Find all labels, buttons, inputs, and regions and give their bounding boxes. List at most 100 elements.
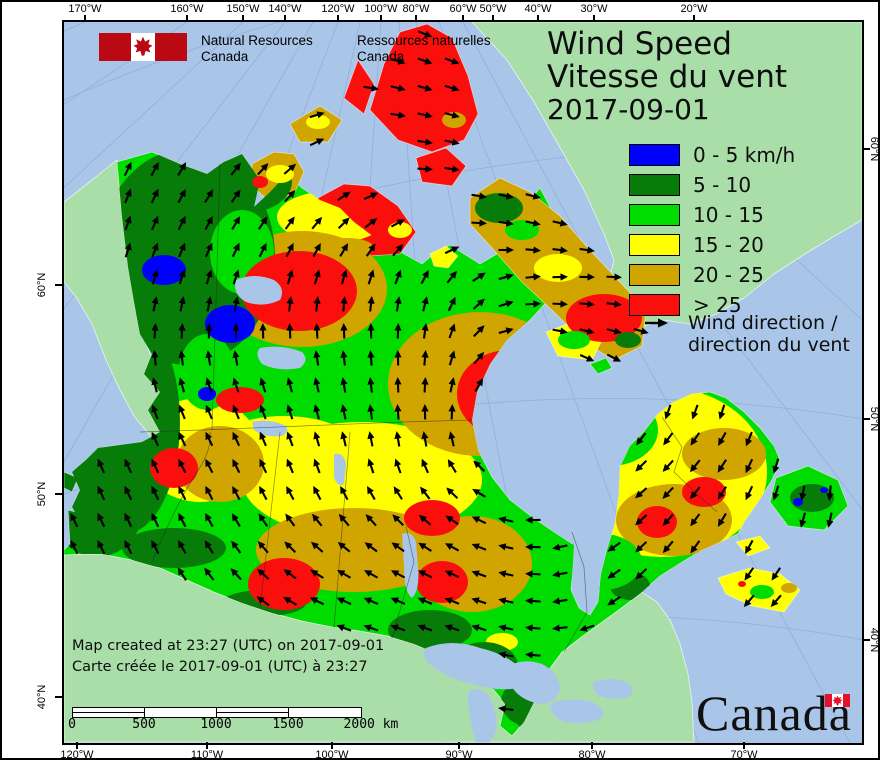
lon-label-bottom: 90°W xyxy=(445,749,473,760)
lon-label-top: 150°W xyxy=(226,3,260,15)
legend-label: > 25 xyxy=(693,293,742,317)
wind-dir-line1: Wind direction / xyxy=(688,312,838,334)
legend-label: 10 - 15 xyxy=(693,203,764,227)
lon-label-bottom: 120°W xyxy=(60,749,94,760)
lon-label-top: 30°W xyxy=(580,3,608,15)
tick-mark xyxy=(55,284,62,286)
tick-mark xyxy=(593,15,595,22)
tick-mark xyxy=(863,639,870,641)
canada-wordmark: Canada xyxy=(696,684,852,742)
wind-speed-legend: 0 - 5 km/h 5 - 10 10 - 15 15 - 20 20 - 25 > 2… xyxy=(629,140,795,320)
tick-mark xyxy=(415,15,417,22)
lake-michigan xyxy=(467,689,497,742)
lon-label-bottom: 110°W xyxy=(190,749,224,760)
org-en-line1: Natural Resources xyxy=(201,33,313,48)
tick-mark xyxy=(380,15,382,22)
lon-label-bottom: 70°W xyxy=(730,749,758,760)
map-frame xyxy=(62,20,864,745)
lakes xyxy=(235,276,633,742)
tick-mark xyxy=(492,15,494,22)
org-fr-line2: Canada xyxy=(357,49,405,64)
tick-mark xyxy=(186,15,188,22)
legend-item: > 25 xyxy=(629,290,795,320)
reindeer-lake xyxy=(334,453,346,486)
wind-arrow-icon xyxy=(645,318,668,328)
org-name-en: Natural Resources Canada xyxy=(201,33,343,65)
lon-label-top: 100°W xyxy=(364,3,398,15)
tick-mark xyxy=(458,742,460,749)
lake-ontario xyxy=(592,679,633,699)
legend-swatch xyxy=(629,174,680,196)
wind-direction-arrows xyxy=(70,30,834,713)
legend-swatch xyxy=(629,144,680,166)
lon-label-top: 170°W xyxy=(68,3,102,15)
anticosti-island xyxy=(735,535,771,557)
tick-mark xyxy=(743,742,745,749)
legend-swatch xyxy=(629,204,680,226)
tick-mark xyxy=(55,493,62,495)
lake-huron xyxy=(506,661,560,704)
legend-label: 0 - 5 km/h xyxy=(693,143,796,167)
lat-label-left: 50°N xyxy=(36,481,48,507)
lon-label-top: 50°W xyxy=(479,3,507,15)
tick-mark xyxy=(537,15,539,22)
tick-mark xyxy=(55,696,62,698)
wind-direction-label: Wind direction / direction du vent xyxy=(688,312,850,356)
federal-identity-header: Natural Resources Canada Ressources natu… xyxy=(99,33,499,65)
tick-mark xyxy=(693,15,695,22)
lake-erie xyxy=(550,699,603,724)
wordmark-flag-icon xyxy=(825,694,850,707)
map-created-note: Map created at 23:27 (UTC) on 2017-09-01… xyxy=(72,636,384,678)
title-date: 2017-09-01 xyxy=(547,93,710,126)
scale-bar-label: 0 xyxy=(68,717,76,732)
wind-dir-line2: direction du vent xyxy=(688,334,850,356)
lon-label-bottom: 80°W xyxy=(578,749,606,760)
lat-label-left: 40°N xyxy=(36,684,48,710)
org-en-line2: Canada xyxy=(201,49,249,64)
legend-item: 15 - 20 xyxy=(629,230,795,260)
org-name-fr: Ressources naturelles Canada xyxy=(357,33,499,65)
lon-label-top: 80°W xyxy=(402,3,430,15)
tick-mark xyxy=(462,15,464,22)
great-slave-lake xyxy=(257,346,306,370)
canada-flag-icon xyxy=(99,33,187,61)
tick-mark xyxy=(84,15,86,22)
lake-winnipeg xyxy=(402,533,419,598)
tick-mark xyxy=(591,742,593,749)
title-en: Wind Speed xyxy=(547,26,732,62)
canada-wind-map xyxy=(64,22,862,743)
axel-heiberg-island xyxy=(343,59,375,115)
legend-label: 20 - 25 xyxy=(693,263,764,287)
legend-swatch xyxy=(629,234,680,256)
created-en: Map created at 23:27 (UTC) on 2017-09-01 xyxy=(72,638,385,654)
tick-mark xyxy=(206,742,208,749)
tick-mark xyxy=(863,148,870,150)
lon-label-top: 40°W xyxy=(524,3,552,15)
scale-bar-label: 1500 xyxy=(272,717,304,732)
tick-mark xyxy=(863,418,870,420)
scale-bar-label: 1000 xyxy=(200,717,232,732)
lat-label-left: 60°N xyxy=(36,272,48,298)
tick-mark xyxy=(76,742,78,749)
legend-swatch xyxy=(629,294,680,316)
great-bear-lake xyxy=(235,276,282,305)
tick-mark xyxy=(331,742,333,749)
legend-item: 10 - 15 xyxy=(629,200,795,230)
legend-item: 0 - 5 km/h xyxy=(629,140,795,170)
lon-label-top: 60°W xyxy=(449,3,477,15)
tick-mark xyxy=(337,15,339,22)
legend-item: 20 - 25 xyxy=(629,260,795,290)
lon-label-top: 160°W xyxy=(170,3,204,15)
lon-label-top: 140°W xyxy=(268,3,302,15)
scale-bar-label: 2000 km xyxy=(343,717,399,732)
island-patches xyxy=(252,112,834,599)
tick-mark xyxy=(284,15,286,22)
wind-direction-legend: Wind direction / direction du vent xyxy=(642,312,850,356)
tick-mark xyxy=(242,15,244,22)
somerset-island xyxy=(415,147,467,187)
legend-label: 5 - 10 xyxy=(693,173,752,197)
legend-swatch xyxy=(629,264,680,286)
scale-bar-label: 500 xyxy=(132,717,156,732)
lon-label-top: 20°W xyxy=(680,3,708,15)
